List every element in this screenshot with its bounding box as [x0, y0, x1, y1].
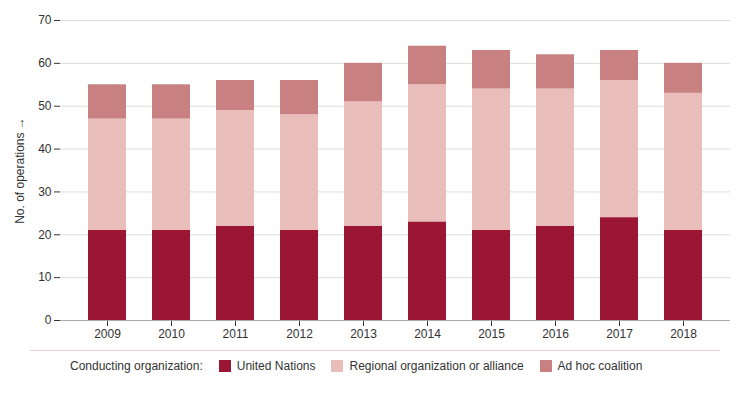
svg-text:2014: 2014	[414, 327, 441, 341]
html-text:Regional organization or allia: Regional organization or alliance	[349, 359, 524, 373]
svg-text:40: 40	[38, 142, 52, 156]
svg-text:20: 20	[38, 228, 52, 242]
svg-text:30: 30	[38, 185, 52, 199]
svg-text:60: 60	[38, 56, 52, 70]
svg-text:2009: 2009	[94, 327, 121, 341]
svg-text:2012: 2012	[286, 327, 313, 341]
html-text:Ad hoc coalition: Ad hoc coalition	[557, 359, 643, 373]
svg-text:50: 50	[38, 99, 52, 113]
svg-text:0: 0	[45, 313, 52, 327]
html-text:Conducting organization:: Conducting organization:	[70, 359, 203, 373]
svg-text:2018: 2018	[670, 327, 697, 341]
svg-text:2011: 2011	[223, 327, 249, 341]
svg-text:2016: 2016	[542, 327, 569, 341]
svg-text:2017: 2017	[606, 327, 633, 341]
svg-text:2010: 2010	[158, 327, 185, 341]
svg-text:No. of operations →: No. of operations →	[13, 117, 27, 224]
svg-text:70: 70	[38, 13, 52, 27]
svg-text:2015: 2015	[478, 327, 505, 341]
html-text:United Nations: United Nations	[236, 359, 316, 373]
svg-text:2013: 2013	[350, 327, 377, 341]
svg-text:10: 10	[38, 270, 52, 284]
